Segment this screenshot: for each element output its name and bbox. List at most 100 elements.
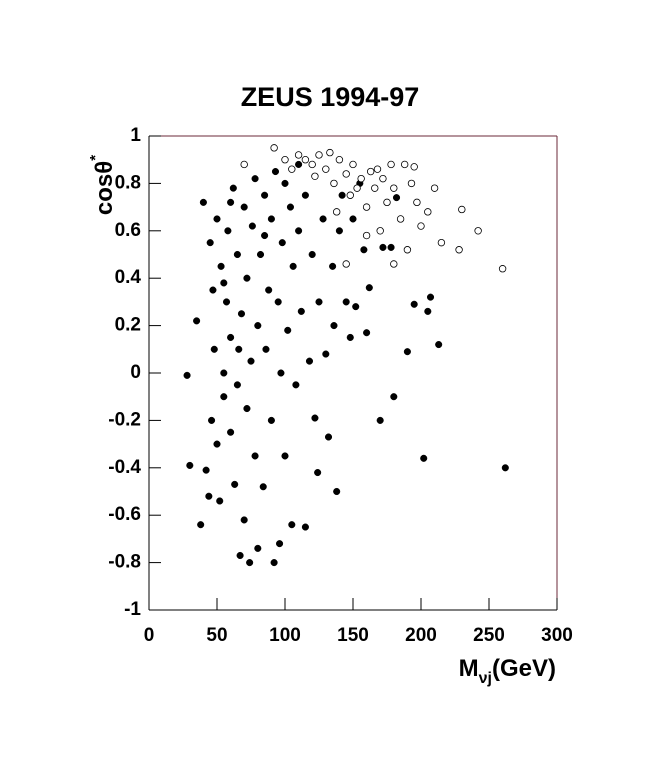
- point: [254, 322, 262, 330]
- point: [403, 348, 411, 356]
- point: [193, 317, 201, 325]
- point: [390, 393, 398, 401]
- point: [220, 279, 228, 287]
- point: [311, 172, 319, 180]
- point: [271, 168, 280, 176]
- point: [322, 165, 330, 173]
- point: [501, 464, 509, 472]
- point: [338, 191, 346, 199]
- point: [424, 307, 432, 315]
- point: [383, 198, 391, 207]
- point: [387, 243, 395, 251]
- point: [362, 231, 371, 240]
- point: [330, 322, 338, 330]
- point: [390, 184, 398, 192]
- point: [314, 468, 322, 477]
- point: [197, 521, 205, 529]
- point: [329, 262, 337, 270]
- point: [278, 239, 286, 247]
- point: [437, 238, 446, 247]
- x-tick-label: 100: [269, 625, 301, 646]
- point: [288, 165, 296, 173]
- y-label-sup: *: [87, 155, 104, 161]
- point: [213, 215, 221, 223]
- x-tick-label: 50: [206, 625, 227, 646]
- point: [199, 198, 207, 206]
- point: [308, 250, 316, 259]
- point: [474, 227, 482, 235]
- point: [426, 293, 435, 301]
- point: [246, 559, 254, 567]
- point: [407, 179, 416, 188]
- point: [366, 167, 375, 176]
- point: [248, 222, 256, 230]
- point: [240, 516, 248, 524]
- y-tick-label: -1: [124, 599, 141, 620]
- point: [213, 440, 221, 448]
- point: [319, 215, 327, 223]
- point: [458, 205, 466, 214]
- point: [229, 184, 237, 192]
- point: [233, 250, 241, 259]
- y-axis-label: cosθ*: [87, 155, 118, 215]
- point: [284, 326, 292, 334]
- chart-title: ZEUS 1994-97: [241, 82, 420, 112]
- y-tick-label: 0.6: [115, 220, 141, 241]
- point: [220, 369, 228, 377]
- x-label-sub: νj: [479, 670, 492, 687]
- point: [322, 350, 330, 358]
- point: [297, 307, 305, 315]
- x-tick-label: 150: [337, 625, 369, 646]
- point: [205, 492, 213, 500]
- point: [420, 454, 428, 462]
- point: [276, 540, 284, 548]
- point: [206, 239, 214, 247]
- point: [222, 298, 231, 306]
- point: [326, 148, 334, 157]
- x-label-main: M: [459, 655, 479, 682]
- point: [342, 298, 350, 306]
- point: [220, 393, 228, 401]
- point: [417, 222, 425, 230]
- point: [349, 215, 357, 223]
- point: [202, 466, 210, 474]
- y-tick-label: 0.4: [115, 267, 142, 288]
- point: [324, 433, 333, 441]
- point: [379, 174, 387, 183]
- point: [216, 497, 224, 505]
- y-label-main: cosθ: [91, 161, 118, 215]
- point: [281, 179, 289, 187]
- point: [410, 163, 418, 171]
- point: [363, 329, 371, 337]
- point: [217, 262, 225, 270]
- x-tick-label: 200: [405, 625, 437, 646]
- point: [392, 194, 401, 202]
- point: [346, 333, 354, 342]
- point: [231, 480, 239, 488]
- point: [353, 184, 361, 192]
- point: [301, 191, 309, 199]
- point: [277, 369, 285, 377]
- point: [294, 151, 303, 159]
- y-tick-label: -0.2: [108, 409, 141, 430]
- y-tick-label: -0.6: [108, 504, 141, 525]
- point: [210, 345, 218, 353]
- point: [330, 179, 338, 188]
- point: [274, 298, 282, 306]
- point: [430, 184, 439, 192]
- point: [301, 155, 310, 164]
- point: [435, 341, 443, 349]
- point: [413, 198, 421, 207]
- point: [247, 357, 255, 365]
- point: [349, 160, 357, 169]
- y-tick-label: 0: [130, 362, 141, 383]
- point: [333, 487, 341, 496]
- point: [390, 260, 398, 268]
- point: [295, 160, 303, 168]
- y-tick-label: -0.8: [108, 552, 141, 573]
- point: [342, 170, 350, 178]
- point: [224, 227, 232, 235]
- point: [292, 381, 300, 389]
- point: [335, 227, 343, 235]
- point: [371, 184, 379, 192]
